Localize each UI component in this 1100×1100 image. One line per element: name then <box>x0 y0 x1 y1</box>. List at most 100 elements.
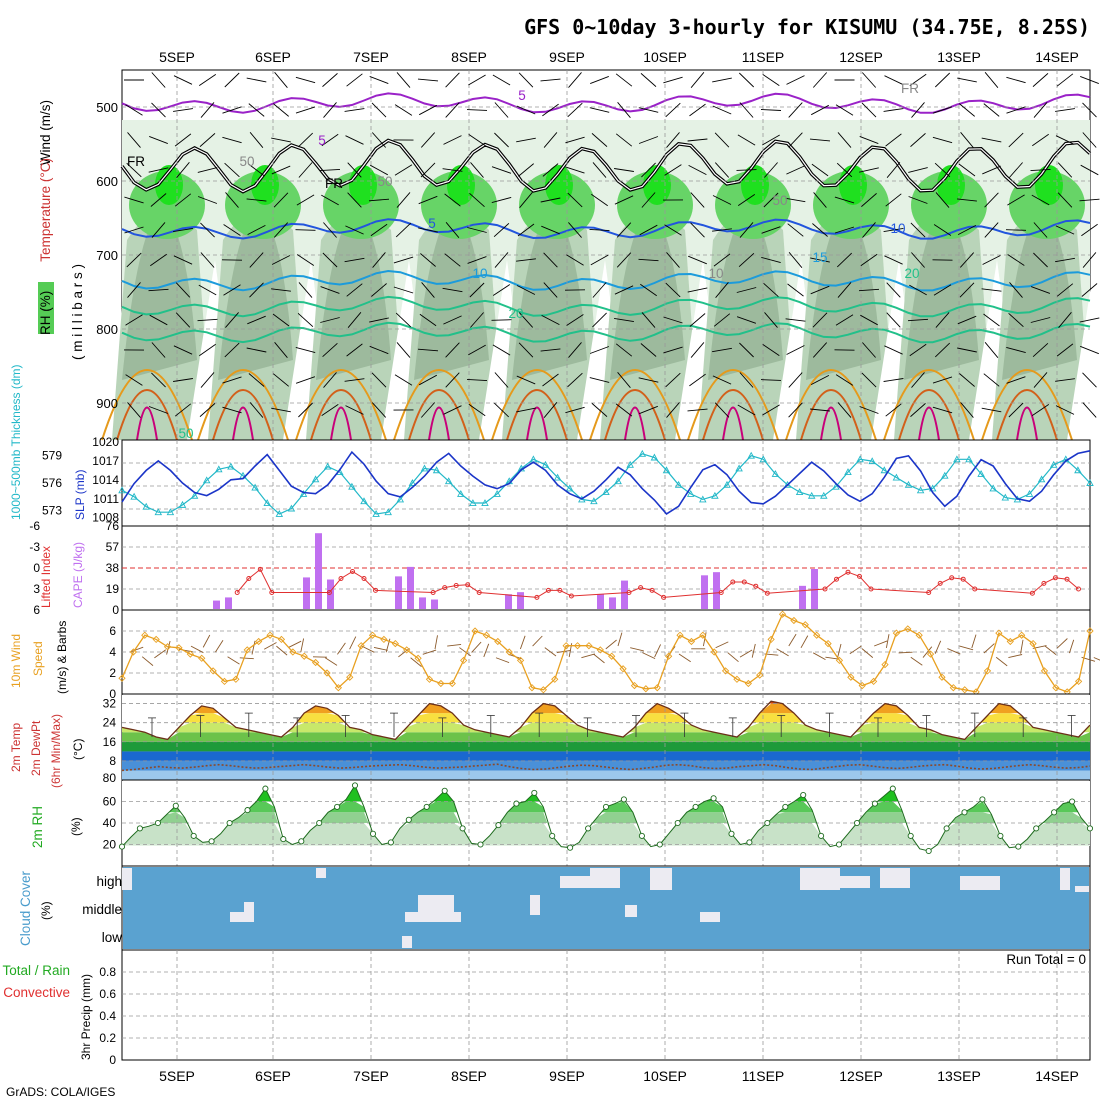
wind-barb <box>788 402 803 418</box>
wind-barb <box>445 372 460 388</box>
thickness-point <box>251 483 259 491</box>
instability-ticks: -6 -3 0 3 6 0 19 38 57 76 <box>29 519 119 617</box>
wind-barb <box>346 283 363 297</box>
wind-barb <box>540 348 561 352</box>
wind-barb <box>1007 194 1025 206</box>
wind-barb <box>1033 372 1048 388</box>
temp-label-3: (6hr Min/Max) <box>49 714 63 788</box>
wind10m-point <box>1086 627 1094 635</box>
wind-barb <box>664 224 682 236</box>
contour-5 <box>121 218 1091 240</box>
rh2m-point <box>531 789 538 796</box>
wind-barb <box>666 132 680 148</box>
wind-barb <box>516 407 536 413</box>
upper-air-temperature-contours <box>101 92 1092 441</box>
wind-barb <box>934 72 951 88</box>
thickness-slp-lines <box>118 449 1094 517</box>
wind-barb <box>149 135 168 145</box>
contour-label: 5 <box>518 88 526 103</box>
wind-barb <box>763 282 779 298</box>
cloud-gap-18 <box>402 936 412 948</box>
wind-barb <box>224 72 240 88</box>
wind-barb <box>886 162 901 178</box>
wind-barb <box>541 225 560 235</box>
slp-label: SLP (mb) <box>73 470 87 520</box>
rh2m-point <box>405 816 412 823</box>
warm-arc-9-2 <box>1016 406 1038 441</box>
wind-barb <box>493 402 510 418</box>
cloud-label: Cloud Cover <box>18 870 33 946</box>
wind-barb <box>712 347 732 353</box>
wind10m-point <box>926 650 935 658</box>
top-date-9SEP: 9SEP <box>549 49 585 65</box>
wind10m-point <box>118 674 126 682</box>
wind-barb <box>466 109 488 111</box>
rh2m-point <box>728 830 735 837</box>
cape-tick: 19 <box>106 582 120 596</box>
top-date-11SEP: 11SEP <box>742 49 785 65</box>
li-point <box>649 587 655 593</box>
wind-barb <box>273 373 289 387</box>
wind-barb <box>124 226 144 234</box>
rh2m-point <box>351 782 359 789</box>
cape-bar <box>431 599 438 609</box>
wind10m-barb <box>227 656 240 665</box>
thickness-point <box>263 499 271 506</box>
li-point <box>741 579 747 585</box>
wind-barb <box>126 162 142 178</box>
wind-barb <box>982 255 1001 265</box>
wind-barb <box>885 403 902 417</box>
upper-air-grid <box>122 70 1090 440</box>
wind-barb <box>911 372 925 388</box>
cape-bar <box>597 594 604 609</box>
wind-barb <box>467 227 487 233</box>
thickness-slp-panel: 573 576 579 1008 1011 1014 1017 1020 1000~500mb… <box>9 364 1094 527</box>
temp-tick: 8 <box>109 754 116 768</box>
wind-barb <box>1030 286 1051 294</box>
wind-barb <box>491 319 512 321</box>
wind-barb <box>541 315 560 325</box>
wind-barb <box>151 342 166 358</box>
wind-barb <box>371 132 387 148</box>
thickness-point <box>820 491 828 499</box>
contour-label: 50 <box>178 426 193 441</box>
rh-label: RH (%) <box>38 291 53 335</box>
wind10m-point <box>460 656 468 665</box>
wind-barb <box>760 379 782 381</box>
wind10m-barb <box>166 640 171 655</box>
wind-barb <box>566 314 584 326</box>
wind-barb <box>663 76 683 84</box>
wind10m-point <box>756 671 764 679</box>
wind-barb <box>321 404 339 416</box>
wind-barb <box>1006 106 1026 114</box>
wind10m-point <box>847 673 855 681</box>
warm-arc-5-2 <box>624 406 646 441</box>
wind-barb <box>249 282 264 298</box>
warm-arc-8-0 <box>883 369 975 441</box>
wind-barb <box>175 282 191 298</box>
wind10m-point <box>1006 637 1014 646</box>
wind-barb <box>739 372 754 388</box>
wind-barb <box>199 403 216 417</box>
li-point <box>857 573 862 579</box>
wind-barb <box>811 163 829 177</box>
wind10m-point <box>186 650 194 658</box>
wind-barb <box>1058 312 1072 328</box>
rh2m-point <box>979 796 986 803</box>
wind-barb <box>369 345 389 355</box>
rh-plume-dark-5 <box>610 205 685 380</box>
contour-label: 50 <box>239 154 254 169</box>
wind10m-barb <box>324 657 338 666</box>
wind-barb <box>664 164 682 176</box>
wind10m-point <box>721 667 730 675</box>
wind-barb <box>248 373 265 387</box>
wind10m-barbs <box>129 632 1100 667</box>
wind10m-barb <box>800 635 809 649</box>
temp-mask <box>122 695 1090 740</box>
wind-barb <box>834 196 855 204</box>
contour-label: 10 <box>890 221 905 236</box>
warm-arc-9-1 <box>996 389 1058 441</box>
thickness-point <box>299 489 308 497</box>
temperature-ticks: 8 16 24 32 80 <box>103 697 117 785</box>
wind-barb <box>271 255 291 265</box>
